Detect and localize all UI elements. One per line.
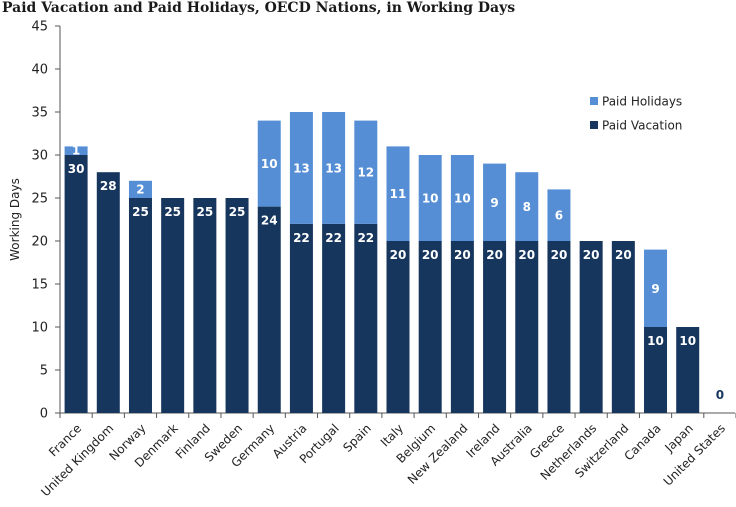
data-label-vacation: 22: [357, 231, 374, 245]
data-label-holidays: 12: [357, 166, 374, 180]
data-label-vacation: 22: [325, 231, 342, 245]
data-label-vacation: 24: [261, 214, 278, 228]
y-tick-label: 45: [31, 20, 48, 35]
y-tick-label: 30: [31, 149, 48, 164]
bar-paid-holidays: [418, 155, 442, 241]
bar-paid-vacation: [483, 241, 507, 413]
y-tick-label: 40: [31, 63, 48, 78]
y-axis-label: Working Days: [8, 178, 22, 261]
bar-paid-vacation: [579, 241, 603, 413]
bar-paid-vacation: [161, 198, 185, 413]
x-tick-label: Italy: [378, 421, 406, 449]
bar-paid-vacation: [386, 241, 410, 413]
data-labels: 30 1 28 25 2 25 25 25 24 10 22 13 22 13 22 12 20 11 20 10 20…: [68, 144, 724, 402]
data-label-vacation: 10: [679, 334, 696, 348]
bar-paid-vacation: [418, 241, 442, 413]
bar-paid-vacation: [128, 198, 152, 413]
bar-paid-holidays: [515, 172, 539, 241]
y-tick-label: 5: [40, 364, 48, 379]
y-tick-label: 20: [31, 235, 48, 250]
data-label-vacation: 20: [454, 248, 471, 262]
data-label-vacation: 22: [293, 231, 310, 245]
data-label-holidays: 10: [422, 192, 439, 206]
legend-swatch: [590, 121, 598, 129]
bar-paid-holidays: [322, 112, 346, 224]
data-label-vacation: 0: [716, 388, 724, 402]
bar-paid-holidays: [547, 189, 571, 241]
legend-label: Paid Holidays: [602, 95, 682, 109]
legend: Paid Holidays Paid Vacation: [590, 95, 682, 133]
bar-paid-holidays: [64, 146, 88, 155]
bar-paid-vacation: [225, 198, 249, 413]
bar-paid-holidays: [644, 249, 668, 327]
y-tick-label: 35: [31, 106, 48, 121]
bar-paid-vacation: [644, 327, 668, 413]
data-label-vacation: 20: [422, 248, 439, 262]
bar-paid-vacation: [193, 198, 217, 413]
data-label-vacation: 25: [197, 205, 214, 219]
y-tick-label: 15: [31, 278, 48, 293]
data-label-holidays: 10: [454, 192, 471, 206]
x-tick-label: Spain: [340, 421, 374, 455]
bar-paid-vacation: [322, 223, 346, 413]
legend-label: Paid Vacation: [602, 119, 682, 133]
data-label-vacation: 20: [615, 248, 632, 262]
data-label-holidays: 11: [390, 187, 407, 201]
data-label-holidays: 2: [136, 182, 144, 196]
legend-swatch: [590, 97, 598, 105]
data-label-vacation: 20: [551, 248, 568, 262]
data-label-vacation: 20: [486, 248, 503, 262]
y-tick-label: 25: [31, 192, 48, 207]
data-label-vacation: 10: [647, 334, 664, 348]
data-label-holidays: 8: [523, 200, 531, 214]
data-label-vacation: 20: [390, 248, 407, 262]
bar-paid-vacation: [354, 223, 378, 413]
data-label-holidays: 13: [293, 161, 310, 175]
data-label-vacation: 20: [518, 248, 535, 262]
bar-paid-vacation: [257, 206, 281, 413]
data-label-vacation: 25: [164, 205, 181, 219]
data-label-holidays: 6: [555, 209, 563, 223]
bar-paid-vacation: [96, 172, 120, 413]
data-label-vacation: 30: [68, 162, 85, 176]
bar-paid-vacation: [450, 241, 474, 413]
data-label-holidays: 1: [72, 144, 80, 158]
bar-paid-holidays: [450, 155, 474, 241]
data-label-vacation: 20: [583, 248, 600, 262]
bar-paid-vacation: [64, 155, 88, 413]
bar-paid-holidays: [354, 120, 378, 224]
bar-paid-holidays: [257, 120, 281, 207]
data-label-holidays: 10: [261, 157, 278, 171]
y-tick-label: 10: [31, 321, 48, 336]
bar-paid-vacation: [289, 223, 313, 413]
data-label-vacation: 28: [100, 179, 117, 193]
data-label-holidays: 13: [325, 161, 342, 175]
y-tick-label: 0: [40, 407, 48, 422]
bar-paid-holidays: [483, 163, 507, 241]
bar-paid-vacation: [515, 241, 539, 413]
bar-paid-holidays: [386, 146, 410, 241]
bar-paid-holidays: [128, 180, 152, 198]
bar-paid-vacation: [547, 241, 571, 413]
chart-title: Paid Vacation and Paid Holidays, OECD Na…: [2, 0, 516, 16]
data-label-vacation: 25: [132, 205, 149, 219]
data-label-holidays: 9: [490, 196, 498, 210]
bar-paid-vacation: [611, 241, 635, 413]
data-label-vacation: 25: [229, 205, 246, 219]
bar-paid-vacation: [676, 327, 700, 413]
bars: [64, 112, 700, 413]
bar-paid-holidays: [289, 112, 313, 224]
data-label-holidays: 9: [651, 282, 659, 296]
